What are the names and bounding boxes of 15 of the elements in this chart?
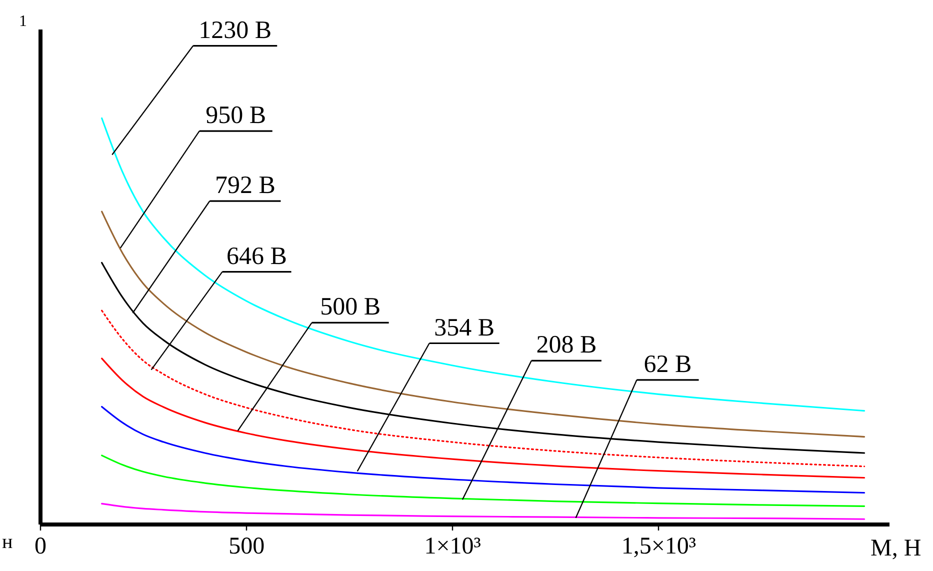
x-tick-label: 1,5×10³ [621,534,696,560]
text: н [2,531,13,553]
annotation: 646 В [226,242,287,270]
x-axis-title: M, Н [870,536,922,562]
annotation: 62 В [644,350,692,378]
text: 1 [19,13,27,30]
x-tick-label: 500 [228,534,265,560]
annotation: 792 В [215,172,276,200]
annotation: 950 В [206,102,266,130]
x-tick-label: 1×10³ [424,534,482,560]
x-tick-label: 0 [34,534,46,560]
annotation: 354 В [434,314,495,342]
annotation: 1230 В [198,16,272,44]
annotation: 208 В [536,332,597,359]
annotation: 500 В [320,294,381,321]
